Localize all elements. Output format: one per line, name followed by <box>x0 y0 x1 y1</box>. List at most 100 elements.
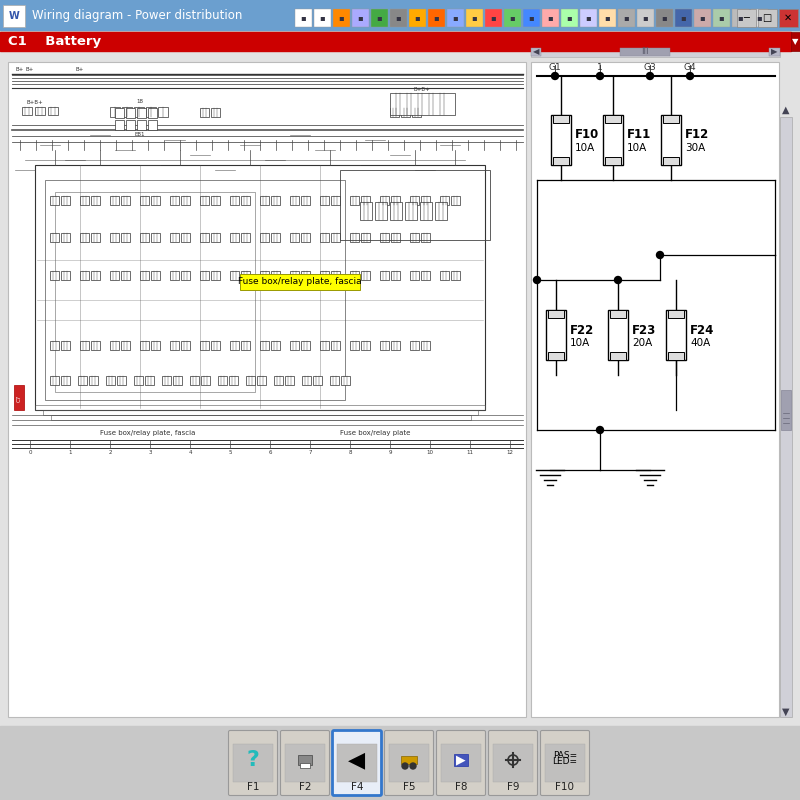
Text: ▪: ▪ <box>586 14 591 22</box>
Circle shape <box>402 763 408 769</box>
FancyBboxPatch shape <box>541 730 590 795</box>
Bar <box>173 376 182 385</box>
Bar <box>421 196 430 205</box>
Bar <box>441 744 481 782</box>
Bar <box>230 341 239 350</box>
Bar <box>331 271 340 280</box>
Bar <box>50 233 59 242</box>
Bar <box>410 271 419 280</box>
Text: F12: F12 <box>685 129 710 142</box>
Bar <box>361 341 370 350</box>
Text: G3: G3 <box>644 63 656 72</box>
Bar <box>301 341 310 350</box>
Bar <box>380 271 389 280</box>
Text: Fuse box/relay plate: Fuse box/relay plate <box>340 430 410 436</box>
Bar <box>211 271 220 280</box>
Bar <box>405 202 417 220</box>
Bar <box>758 9 777 27</box>
Bar <box>110 341 119 350</box>
Bar <box>313 376 322 385</box>
Bar <box>320 233 329 242</box>
Text: B+B+: B+B+ <box>26 100 43 105</box>
Text: ▪: ▪ <box>624 14 630 22</box>
Text: 20A: 20A <box>632 338 652 348</box>
Bar <box>158 107 168 117</box>
Bar <box>257 376 266 385</box>
Text: F4: F4 <box>350 782 363 792</box>
Bar <box>241 233 250 242</box>
Bar <box>229 376 238 385</box>
Bar <box>233 744 273 782</box>
Text: F9: F9 <box>506 782 519 792</box>
Bar <box>50 196 59 205</box>
Text: B+: B+ <box>76 67 84 72</box>
Bar <box>605 115 621 123</box>
Bar <box>271 196 280 205</box>
Circle shape <box>646 73 654 79</box>
Bar <box>285 744 325 782</box>
Bar <box>151 271 160 280</box>
Bar <box>380 196 389 205</box>
Bar <box>35 107 45 115</box>
FancyBboxPatch shape <box>333 730 382 795</box>
Circle shape <box>410 763 416 769</box>
Bar <box>580 9 597 27</box>
Text: W: W <box>9 11 19 21</box>
Bar <box>61 196 70 205</box>
Bar <box>421 271 430 280</box>
Bar <box>451 271 460 280</box>
Bar <box>230 233 239 242</box>
Bar <box>350 196 359 205</box>
Bar <box>115 108 124 118</box>
Bar <box>675 9 692 27</box>
Bar <box>451 196 460 205</box>
Text: F5: F5 <box>402 782 415 792</box>
Bar <box>170 233 179 242</box>
Text: G4: G4 <box>684 63 696 72</box>
Bar <box>35 165 485 410</box>
Bar <box>211 108 220 117</box>
Text: III: III <box>642 47 649 57</box>
Bar <box>410 233 419 242</box>
Bar <box>603 115 623 165</box>
Text: ▪: ▪ <box>700 14 706 22</box>
Bar <box>330 376 339 385</box>
Bar <box>200 271 209 280</box>
Bar <box>151 341 160 350</box>
Bar <box>290 341 299 350</box>
Text: G1: G1 <box>549 63 562 72</box>
Bar <box>126 120 135 130</box>
Bar <box>301 271 310 280</box>
Bar <box>200 108 209 117</box>
Bar <box>8 62 526 717</box>
Bar <box>390 9 407 27</box>
Bar <box>320 271 329 280</box>
Bar <box>523 9 540 27</box>
Bar <box>298 755 312 765</box>
Bar <box>390 202 402 220</box>
FancyBboxPatch shape <box>229 730 278 795</box>
Bar <box>391 341 400 350</box>
Bar <box>661 115 681 165</box>
Bar <box>551 115 571 165</box>
Bar <box>78 376 87 385</box>
Bar <box>389 744 429 782</box>
Bar <box>50 341 59 350</box>
Text: □: □ <box>762 13 772 23</box>
Text: B+: B+ <box>26 67 34 72</box>
Text: 30A: 30A <box>685 143 706 153</box>
Text: ▪: ▪ <box>358 14 363 22</box>
Text: 7: 7 <box>308 450 312 455</box>
Bar <box>694 9 711 27</box>
Bar <box>548 310 564 318</box>
Bar <box>274 376 283 385</box>
Circle shape <box>657 251 663 258</box>
Text: ▶: ▶ <box>770 47 778 57</box>
Bar <box>140 271 149 280</box>
Bar <box>493 744 533 782</box>
Text: 6: 6 <box>268 450 272 455</box>
Text: F8: F8 <box>454 782 467 792</box>
Text: ▪: ▪ <box>529 14 534 22</box>
Bar <box>271 341 280 350</box>
Text: 2: 2 <box>108 450 112 455</box>
